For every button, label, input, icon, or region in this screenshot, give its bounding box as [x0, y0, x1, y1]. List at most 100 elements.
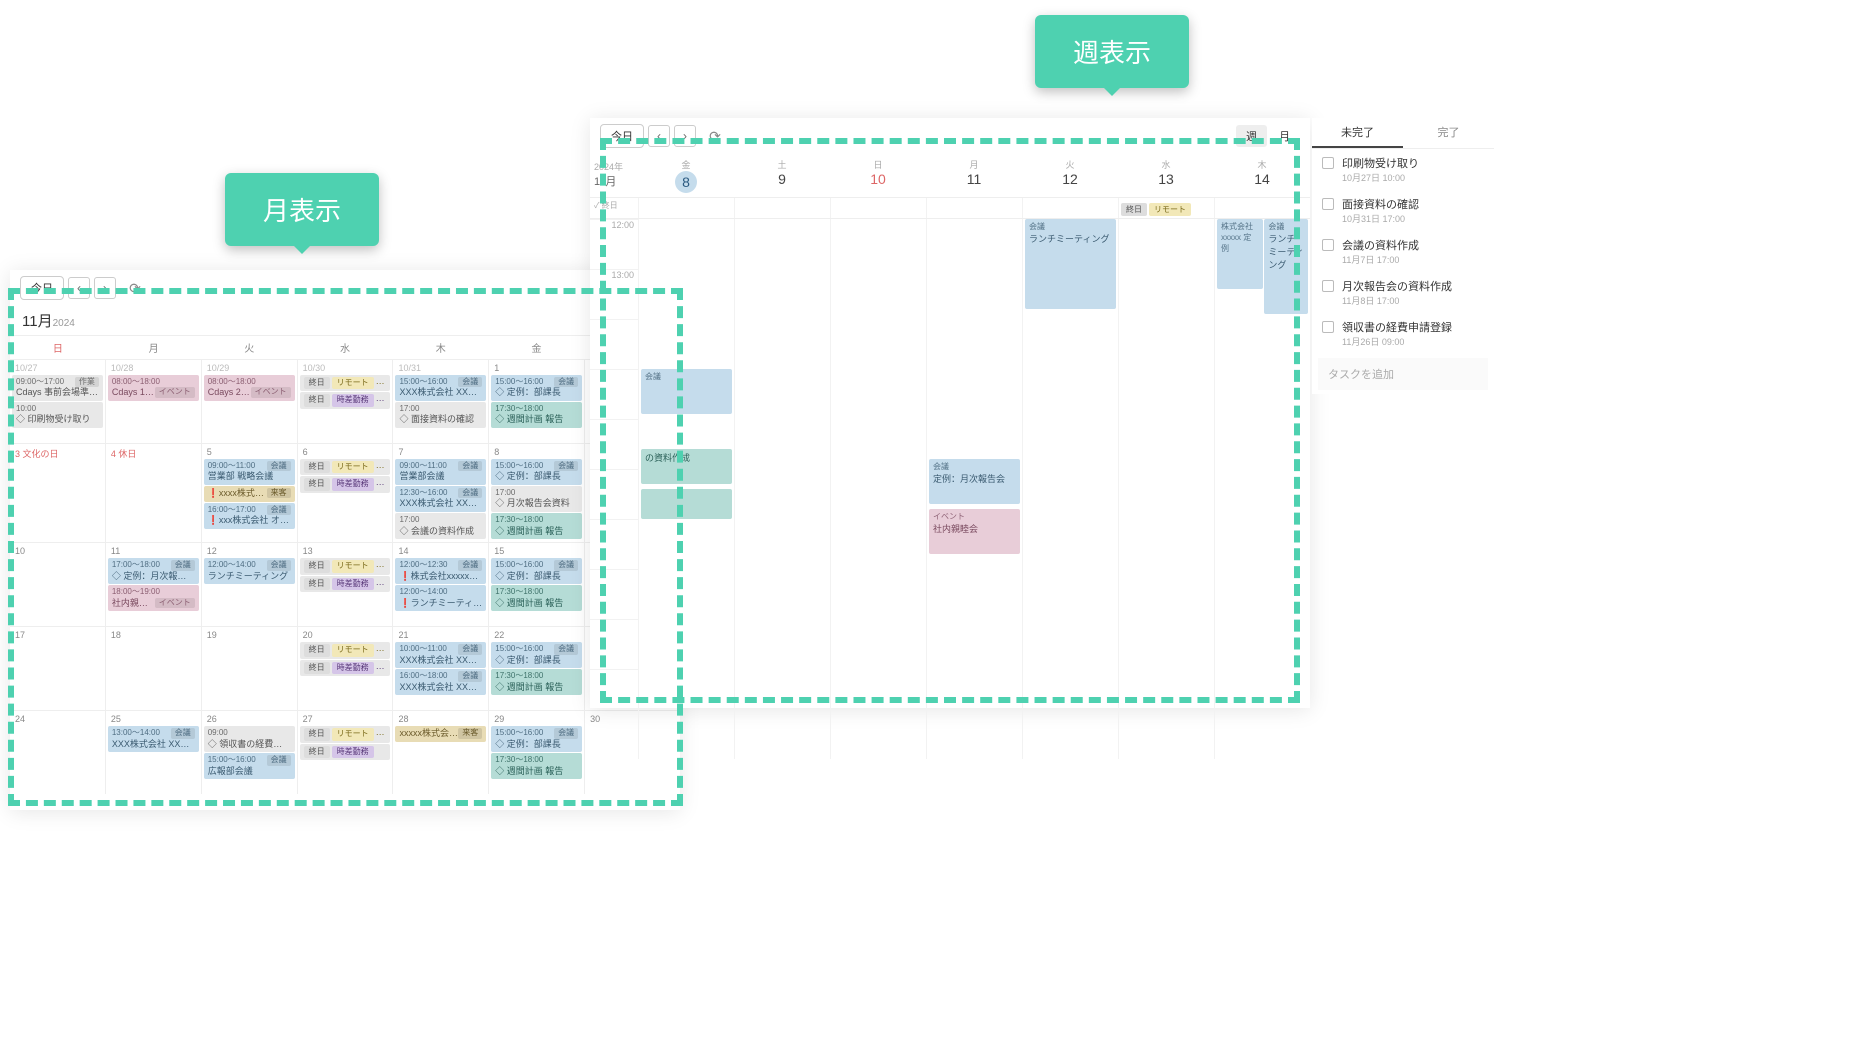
prev-button[interactable]: ‹ [648, 125, 670, 147]
event-chip[interactable]: 15:00〜16:00会議◇ 定例：部課長 [491, 459, 582, 485]
month-cell[interactable]: 10/30終日リモート◇ 自宅作業終日時差勤務◇ 7:00-16:00の時差出勤 [297, 360, 393, 443]
month-cell[interactable]: 815:00〜16:00会議◇ 定例：部課長17:00◇ 月次報告会資料17:3… [488, 444, 584, 542]
allday-cell[interactable]: 終日リモート [1118, 198, 1214, 218]
week-event[interactable]: 株式会社xxxxx 定例 [1217, 219, 1263, 289]
event-chip[interactable]: 17:30〜18:00◇ 週間計画 報告 [491, 513, 582, 539]
event-chip[interactable]: 09:00〜17:00作業Cdays 事前会場準備@東京 [12, 375, 103, 401]
task-checkbox[interactable] [1322, 321, 1334, 333]
today-button[interactable]: 今日 [20, 276, 64, 300]
event-chip[interactable]: 15:00〜16:00会議◇ 定例：部課長 [491, 375, 582, 401]
event-chip[interactable]: 08:00〜18:00イベントCdays 2日目@東京 [204, 375, 295, 401]
event-chip[interactable]: 09:00〜11:00会議営業部 戦略会議 [204, 459, 295, 485]
month-cell[interactable]: 2110:00〜11:00会議XXX株式会社 XXX様オンライン会議16:00〜… [392, 627, 488, 710]
week-event[interactable]: の資料作成 [641, 449, 732, 484]
month-cell[interactable]: 509:00〜11:00会議営業部 戦略会議来客❗xxxx株式会社16:00〜1… [201, 444, 297, 542]
month-cell[interactable]: 10/3115:00〜16:00会議XXX株式会社 XXX様オンライン会議17:… [392, 360, 488, 443]
event-chip[interactable]: 15:00〜16:00会議◇ 定例：部課長 [491, 642, 582, 668]
week-column[interactable]: 株式会社xxxxx 定例会議ランチミーティング [1214, 219, 1310, 759]
week-event[interactable]: 会議ランチミーティング [1025, 219, 1116, 309]
event-chip[interactable]: 15:00〜16:00会議XXX株式会社 XXX様オンライン会議 [395, 375, 486, 401]
event-chip[interactable]: 終日リモート◇ 自宅作業 [300, 375, 391, 391]
event-chip[interactable]: 終日時差勤務◇ 7:00-16:00の時差出勤 [300, 660, 391, 676]
month-cell[interactable]: 2609:00◇ 領収書の経費申請登録15:00〜16:00会議広報部会議 [201, 711, 297, 794]
event-chip[interactable]: 16:00〜18:00会議XXX株式会社 XXX様オンライン会議 [395, 669, 486, 695]
event-chip[interactable]: 終日時差勤務◇ 7:00-16:00の時差出勤 [300, 392, 391, 408]
task-checkbox[interactable] [1322, 239, 1334, 251]
event-chip[interactable]: 来客❗xxxx株式会社 [204, 486, 295, 502]
allday-cell[interactable] [1214, 198, 1310, 218]
event-chip[interactable]: 来客xxxxx株式会社 来社 [395, 726, 486, 742]
task-checkbox[interactable] [1322, 157, 1334, 169]
event-chip[interactable]: 終日時差勤務◇ 7:00-16:00の時差出勤 [300, 576, 391, 592]
event-chip[interactable]: 15:00〜16:00会議広報部会議 [204, 753, 295, 779]
week-day-header[interactable]: 月11 [926, 154, 1022, 197]
week-event[interactable]: 会議定例：月次報告会 [929, 459, 1020, 504]
week-column[interactable]: 会議ランチミーティング [1022, 219, 1118, 759]
week-event[interactable] [641, 489, 732, 519]
event-chip[interactable]: 17:00◇ 面接資料の確認 [395, 402, 486, 428]
allday-cell[interactable] [1022, 198, 1118, 218]
month-cell[interactable]: 10/2709:00〜17:00作業Cdays 事前会場準備@東京10:00◇ … [10, 360, 105, 443]
month-cell[interactable]: 6終日リモート◇ 自宅作業終日時差勤務◇ 7:00-16:00の時差出勤 [297, 444, 393, 542]
month-cell[interactable]: 24 [10, 711, 105, 794]
week-day-header[interactable]: 土9 [734, 154, 830, 197]
month-cell[interactable]: 3 文化の日 [10, 444, 105, 542]
view-week-button[interactable]: 週 [1236, 125, 1267, 147]
month-cell[interactable]: 2513:00〜14:00会議XXX株式会社 XXX様オンライン会議 [105, 711, 201, 794]
month-cell[interactable]: 27終日リモート◇ 自宅作業終日時差勤務 [297, 711, 393, 794]
week-day-header[interactable]: 日10 [830, 154, 926, 197]
today-button[interactable]: 今日 [600, 124, 644, 148]
month-cell[interactable]: 10/2808:00〜18:00イベントCdays 1日目@東京 [105, 360, 201, 443]
month-cell[interactable]: 10 [10, 543, 105, 626]
week-day-header[interactable]: 水13 [1118, 154, 1214, 197]
month-cell[interactable]: 4 休日 [105, 444, 201, 542]
event-chip[interactable]: 13:00〜14:00会議XXX株式会社 XXX様オンライン会議 [108, 726, 199, 752]
allday-cell[interactable] [734, 198, 830, 218]
month-cell[interactable]: 20終日リモート◇ 自宅作業終日時差勤務◇ 7:00-16:00の時差出勤 [297, 627, 393, 710]
month-cell[interactable]: 1515:00〜16:00会議◇ 定例：部課長17:30〜18:00◇ 週間計画… [488, 543, 584, 626]
event-chip[interactable]: 15:00〜16:00会議◇ 定例：部課長 [491, 726, 582, 752]
tab-incomplete[interactable]: 未完了 [1312, 118, 1403, 148]
refresh-icon[interactable]: ⟳ [124, 277, 146, 299]
task-item[interactable]: 領収書の経費申請登録11月26日 09:00 [1312, 313, 1494, 354]
event-chip[interactable]: 16:00〜17:00会議❗xxx株式会社 オンライン会議 [204, 503, 295, 529]
task-item[interactable]: 印刷物受け取り10月27日 10:00 [1312, 149, 1494, 190]
event-chip[interactable]: 17:00◇ 月次報告会資料 [491, 486, 582, 512]
event-chip[interactable]: 12:30〜16:00会議XXX株式会社 XXX様オンライン会議 [395, 486, 486, 512]
month-cell[interactable]: 2915:00〜16:00会議◇ 定例：部課長17:30〜18:00◇ 週間計画… [488, 711, 584, 794]
event-chip[interactable]: 10:00◇ 印刷物受け取り [12, 402, 103, 428]
event-chip[interactable]: 終日リモート◇ 自宅作業 [300, 726, 391, 742]
week-event[interactable]: 会議ランチミーティング [1264, 219, 1308, 314]
week-event[interactable]: 会議 [641, 369, 732, 414]
allday-cell[interactable] [830, 198, 926, 218]
month-cell[interactable]: 1117:00〜18:00会議◇ 定例：月次報告会18:00〜19:00イベント… [105, 543, 201, 626]
month-cell[interactable]: 10/2908:00〜18:00イベントCdays 2日目@東京 [201, 360, 297, 443]
event-chip[interactable]: 17:00〜18:00会議◇ 定例：月次報告会 [108, 558, 199, 584]
event-chip[interactable]: 17:00◇ 会議の資料作成 [395, 513, 486, 539]
month-cell[interactable]: 115:00〜16:00会議◇ 定例：部課長17:30〜18:00◇ 週間計画 … [488, 360, 584, 443]
task-item[interactable]: 会議の資料作成11月7日 17:00 [1312, 231, 1494, 272]
tab-complete[interactable]: 完了 [1403, 118, 1494, 148]
month-cell[interactable]: 28来客xxxxx株式会社 来社 [392, 711, 488, 794]
task-add-button[interactable]: タスクを追加 [1318, 358, 1488, 390]
month-cell[interactable]: 1212:00〜14:00会議ランチミーティング [201, 543, 297, 626]
view-month-button[interactable]: 月 [1269, 125, 1300, 147]
event-chip[interactable]: 12:00〜14:00会議ランチミーティング [204, 558, 295, 584]
allday-cell[interactable] [638, 198, 734, 218]
task-checkbox[interactable] [1322, 280, 1334, 292]
month-cell[interactable]: 709:00〜11:00会議営業部会議12:30〜16:00会議XXX株式会社 … [392, 444, 488, 542]
month-cell[interactable]: 17 [10, 627, 105, 710]
month-cell[interactable]: 18 [105, 627, 201, 710]
task-item[interactable]: 月次報告会の資料作成11月8日 17:00 [1312, 272, 1494, 313]
event-chip[interactable]: 17:30〜18:00◇ 週間計画 報告 [491, 753, 582, 779]
week-column[interactable]: 会議の資料作成 [638, 219, 734, 759]
week-column[interactable] [1118, 219, 1214, 759]
event-chip[interactable]: 終日リモート◇ 自宅作業 [300, 459, 391, 475]
prev-button[interactable]: ‹ [68, 277, 90, 299]
event-chip[interactable]: 10:00〜11:00会議XXX株式会社 XXX様オンライン会議 [395, 642, 486, 668]
event-chip[interactable]: 17:30〜18:00◇ 週間計画 報告 [491, 669, 582, 695]
event-chip[interactable]: 終日時差勤務 [300, 744, 391, 760]
event-chip[interactable]: 18:00〜19:00イベント社内親睦会 [108, 585, 199, 611]
week-column[interactable] [734, 219, 830, 759]
event-chip[interactable]: 終日リモート◇ 自宅作業 [300, 642, 391, 658]
